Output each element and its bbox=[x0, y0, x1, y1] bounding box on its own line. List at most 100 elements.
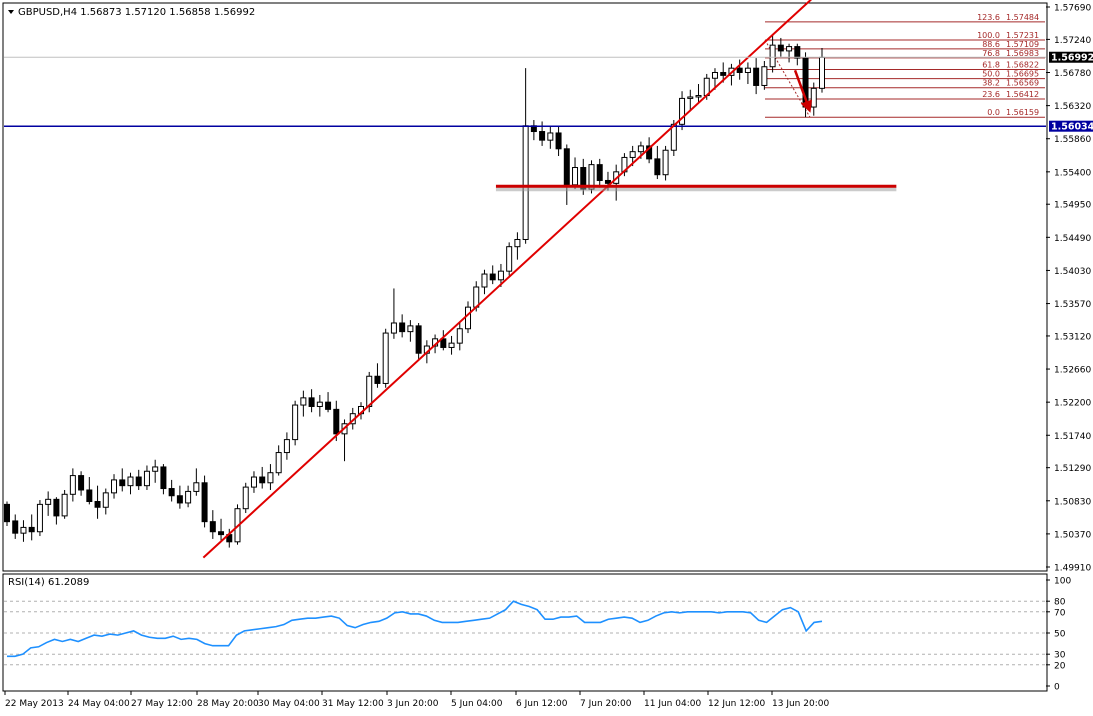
price-tick-label: 1.52200 bbox=[1054, 399, 1091, 409]
price-tick-label: 1.50830 bbox=[1054, 497, 1091, 507]
bull-candle bbox=[637, 145, 644, 153]
fibo-level-price: 1.56412 bbox=[1006, 90, 1039, 99]
bear-candle bbox=[218, 531, 225, 536]
bear-candle bbox=[736, 67, 743, 74]
bull-candle bbox=[111, 479, 118, 494]
time-tick-label: 6 Jun 12:00 bbox=[516, 699, 568, 709]
bear-candle bbox=[374, 375, 381, 384]
arrow-shaft[interactable] bbox=[793, 69, 810, 108]
trend-line[interactable] bbox=[202, 0, 815, 559]
bull-candle bbox=[506, 246, 513, 272]
price-tick-label: 1.55860 bbox=[1054, 135, 1091, 145]
bull-candle bbox=[102, 492, 109, 508]
bull-candle bbox=[769, 44, 776, 68]
bull-candle bbox=[465, 306, 472, 330]
price-tick-label: 1.55400 bbox=[1054, 168, 1091, 178]
rsi-line bbox=[7, 600, 823, 658]
time-tick-label: 28 May 20:00 bbox=[197, 699, 259, 709]
bull-candle bbox=[242, 486, 249, 510]
price-tick-label: 1.52660 bbox=[1054, 366, 1091, 376]
bull-candle bbox=[695, 95, 702, 98]
bull-candle bbox=[744, 67, 751, 74]
bull-candle bbox=[366, 375, 373, 407]
bull-candle bbox=[711, 72, 718, 79]
bear-candle bbox=[4, 503, 10, 523]
time-tick-label: 24 May 04:00 bbox=[68, 699, 130, 709]
fibo-level-pct: 50.0 bbox=[982, 70, 1000, 79]
bear-candle bbox=[654, 158, 661, 176]
bull-candle bbox=[382, 332, 389, 384]
bull-candle bbox=[36, 503, 43, 533]
time-tick-label: 12 Jun 12:00 bbox=[708, 699, 765, 709]
bull-candle bbox=[629, 151, 636, 158]
bull-candle bbox=[152, 466, 159, 472]
price-tick-label: 1.51740 bbox=[1054, 432, 1091, 442]
fibo-diagonal bbox=[764, 39, 811, 118]
fibo-level-pct: 61.8 bbox=[982, 60, 1000, 69]
fibo-level-pct: 23.6 bbox=[982, 90, 1000, 99]
price-tick-label: 1.49910 bbox=[1054, 564, 1091, 574]
bull-candle bbox=[143, 470, 150, 487]
time-axis: 22 May 2013 24 May 04:00 27 May 12:00 28 Ma… bbox=[4, 691, 829, 709]
bear-candle bbox=[563, 148, 570, 186]
bull-candle bbox=[786, 46, 793, 52]
time-tick-label: 7 Jun 20:00 bbox=[580, 699, 632, 709]
bear-candle bbox=[78, 475, 85, 491]
fibo-level-pct: 88.6 bbox=[982, 40, 1000, 49]
bear-candle bbox=[86, 489, 93, 502]
bear-candle bbox=[604, 179, 611, 184]
arrow-head[interactable] bbox=[800, 99, 812, 113]
bull-candle bbox=[300, 397, 307, 406]
bull-candle bbox=[456, 328, 463, 344]
time-tick-label: 27 May 12:00 bbox=[131, 699, 193, 709]
rsi-tick-label: 80 bbox=[1054, 598, 1066, 608]
bear-candle bbox=[539, 131, 546, 141]
bear-candle bbox=[489, 273, 496, 281]
bull-candle bbox=[497, 270, 504, 281]
rsi-tick-label: 100 bbox=[1054, 577, 1071, 587]
bull-candle bbox=[761, 66, 768, 86]
bear-candle bbox=[94, 500, 101, 508]
price-tick-label: 1.56320 bbox=[1054, 102, 1091, 112]
bear-candle bbox=[325, 401, 332, 410]
bear-candle bbox=[596, 164, 603, 181]
bull-candle bbox=[193, 482, 200, 492]
price-tick-label: 1.54950 bbox=[1054, 201, 1091, 211]
price-tick-label: 1.53570 bbox=[1054, 300, 1091, 310]
current-price-label: 1.56992 bbox=[1051, 53, 1093, 64]
price-tick-label: 1.57690 bbox=[1054, 4, 1091, 14]
current-price-badge bbox=[1049, 51, 1093, 63]
bear-candle bbox=[259, 476, 266, 484]
bull-candle bbox=[267, 472, 274, 484]
time-tick-label: 30 May 04:00 bbox=[258, 699, 320, 709]
rsi-tick-label: 50 bbox=[1054, 630, 1066, 640]
price-axis: 1.57690 1.57240 1.56780 1.56320 1.55860 1.554… bbox=[1046, 4, 1091, 574]
fibo-level-pct: 38.2 bbox=[982, 79, 1000, 88]
drawn-objects bbox=[4, 0, 1046, 559]
bear-candle bbox=[201, 482, 208, 523]
price-tick-label: 1.51290 bbox=[1054, 464, 1091, 474]
fibo-level-pct: 76.8 bbox=[982, 49, 1000, 58]
rsi-series-line bbox=[7, 600, 823, 658]
fibo-level-price: 1.57231 bbox=[1006, 31, 1039, 40]
bear-candle bbox=[440, 338, 447, 348]
rsi-title: RSI(14) 61.2089 bbox=[8, 577, 89, 588]
bull-candle bbox=[687, 96, 694, 99]
chart-title: GBPUSD,H4 1.56873 1.57120 1.56858 1.5699… bbox=[18, 7, 255, 18]
bull-candle bbox=[283, 439, 290, 454]
rsi-tick-label: 0 bbox=[1054, 683, 1060, 693]
fibonacci-retracement: 123.6 1.57484 100.0 1.57231 88.6 1.57109 76.8 1… bbox=[764, 13, 1045, 118]
fibo-level-price: 1.56983 bbox=[1006, 49, 1039, 58]
bull-candle bbox=[819, 56, 825, 89]
hline-price-badge bbox=[1049, 120, 1093, 132]
chart-menu-arrow-icon[interactable] bbox=[8, 10, 14, 14]
price-tick-label: 1.50370 bbox=[1054, 530, 1091, 540]
bull-candle bbox=[481, 273, 488, 288]
fibo-level-price: 1.56159 bbox=[1006, 108, 1039, 117]
bear-candle bbox=[308, 397, 315, 407]
bear-candle bbox=[646, 145, 653, 160]
time-tick-label: 5 Jun 04:00 bbox=[451, 699, 503, 709]
bear-candle bbox=[168, 488, 175, 497]
